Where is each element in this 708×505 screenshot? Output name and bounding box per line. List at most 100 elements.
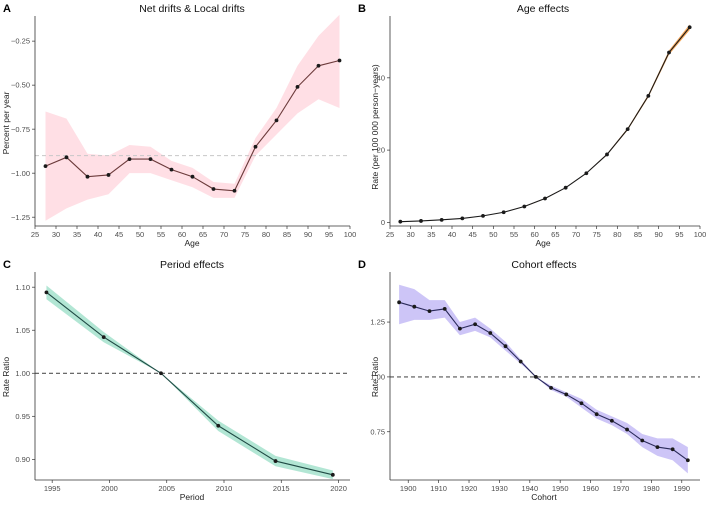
x-tick-label: 75: [592, 230, 600, 239]
data-point: [594, 412, 599, 417]
data-point: [397, 300, 402, 305]
y-tick-label: 1.10: [15, 283, 30, 292]
x-tick-label: 80: [613, 230, 621, 239]
data-point: [211, 187, 216, 191]
y-tick-label: 20: [377, 146, 385, 155]
x-tick-label: 30: [406, 230, 414, 239]
data-point: [503, 344, 508, 349]
data-point: [439, 217, 444, 222]
data-point: [640, 438, 645, 443]
panel-c-period-effects: C Period effects Period Rate Ratio 1995 2…: [1, 259, 350, 502]
x-tick-label: 60: [530, 230, 538, 239]
x-tick-label: 100: [344, 230, 357, 239]
panel-letter: D: [358, 259, 366, 271]
series-line: [46, 291, 333, 476]
data-point: [522, 204, 527, 209]
x-tick-label: 1940: [521, 484, 538, 493]
x-tick-label: 35: [73, 230, 81, 239]
x-tick-label: 1910: [430, 484, 447, 493]
x-tick-label: 90: [304, 230, 312, 239]
panel-a-net-local-drifts: A Net drifts & Local drifts Age Percent …: [1, 3, 356, 248]
x-tick-label: 75: [241, 230, 249, 239]
x-tick-label: 1900: [400, 484, 417, 493]
y-axis-title: Rate Ratio: [370, 357, 380, 397]
panel-title: Cohort effects: [511, 259, 576, 271]
y-tick-label: 0: [381, 218, 385, 227]
series-line: [398, 301, 689, 461]
x-tick-label: 2005: [158, 484, 175, 493]
x-tick-label: 95: [675, 230, 683, 239]
data-point: [106, 173, 111, 177]
data-point: [398, 219, 403, 224]
panel-title: Net drifts & Local drifts: [139, 3, 245, 15]
y-tick-label: 0.90: [15, 455, 30, 464]
data-point: [473, 322, 477, 327]
panel-d-cohort-effects: D Cohort effects Cohort Rate Ratio 1900 1…: [358, 259, 700, 502]
x-tick-label: 50: [489, 230, 497, 239]
data-point: [458, 326, 462, 331]
x-tick-label: 55: [157, 230, 165, 239]
data-point: [43, 164, 48, 169]
x-tick-label: 2015: [273, 484, 290, 493]
data-point: [625, 427, 629, 432]
data-point: [518, 359, 523, 364]
x-tick-label: 40: [94, 230, 102, 239]
y-tick-label: 0.95: [15, 412, 30, 421]
data-point: [667, 50, 671, 55]
confidence-band: [399, 284, 688, 474]
y-axis-title: Percent per year: [1, 91, 11, 154]
x-tick-label: 45: [115, 230, 123, 239]
y-axis-title: Rate Ratio: [1, 357, 11, 397]
data-point: [609, 418, 614, 423]
panel-letter: C: [3, 259, 11, 271]
x-tick-label: 1920: [461, 484, 478, 493]
x-tick-label: 1930: [491, 484, 508, 493]
y-tick-label: 1.00: [15, 369, 30, 378]
y-tick-label: −0.75: [11, 125, 30, 134]
x-tick-label: 1990: [673, 484, 690, 493]
x-tick-label: 1960: [582, 484, 599, 493]
x-tick-label: 25: [31, 230, 39, 239]
data-point: [501, 210, 506, 215]
data-point: [670, 447, 675, 452]
x-tick-label: 65: [551, 230, 559, 239]
data-point: [295, 85, 300, 89]
x-tick-label: 85: [283, 230, 291, 239]
y-axis-title: Rate (per 100 000 person−years): [370, 64, 380, 190]
confidence-band: [45, 14, 340, 221]
data-point: [337, 58, 342, 63]
y-tick-label: −0.25: [11, 37, 30, 46]
y-tick-label: 1.25: [370, 318, 385, 327]
panel-letter: A: [3, 3, 11, 15]
data-point: [253, 144, 258, 149]
x-tick-label: 90: [654, 230, 662, 239]
y-tick-label: −0.50: [11, 81, 30, 90]
y-tick-label: 1.05: [15, 326, 30, 335]
data-point: [685, 458, 690, 463]
x-tick-label: 60: [178, 230, 186, 239]
x-tick-label: 2010: [216, 484, 233, 493]
data-point: [159, 371, 163, 376]
x-tick-label: 1950: [552, 484, 569, 493]
data-point: [481, 213, 485, 218]
x-tick-label: 95: [325, 230, 333, 239]
data-point: [646, 93, 651, 98]
plot-area: 25 30 35 40 45 50 55 60 65 70 75 80 85 90 95 100 0 20 40: [377, 16, 707, 239]
data-point: [563, 185, 568, 190]
data-point: [543, 196, 547, 201]
plot-area: 25 30 35 40 45 50 55 60 65 70 75 80 85 90 95 100 −1.25 −1…: [11, 14, 357, 239]
x-tick-label: 35: [427, 230, 435, 239]
data-point: [625, 127, 630, 132]
data-point: [442, 307, 447, 311]
panel-letter: B: [358, 3, 366, 15]
x-tick-label: 100: [694, 230, 707, 239]
x-tick-label: 55: [510, 230, 518, 239]
x-axis-title: Age: [535, 238, 550, 248]
x-tick-label: 85: [634, 230, 642, 239]
data-point: [549, 385, 553, 390]
y-tick-label: 1.00: [370, 373, 385, 382]
data-point: [273, 459, 278, 463]
data-point: [169, 167, 174, 172]
data-point: [330, 472, 335, 477]
